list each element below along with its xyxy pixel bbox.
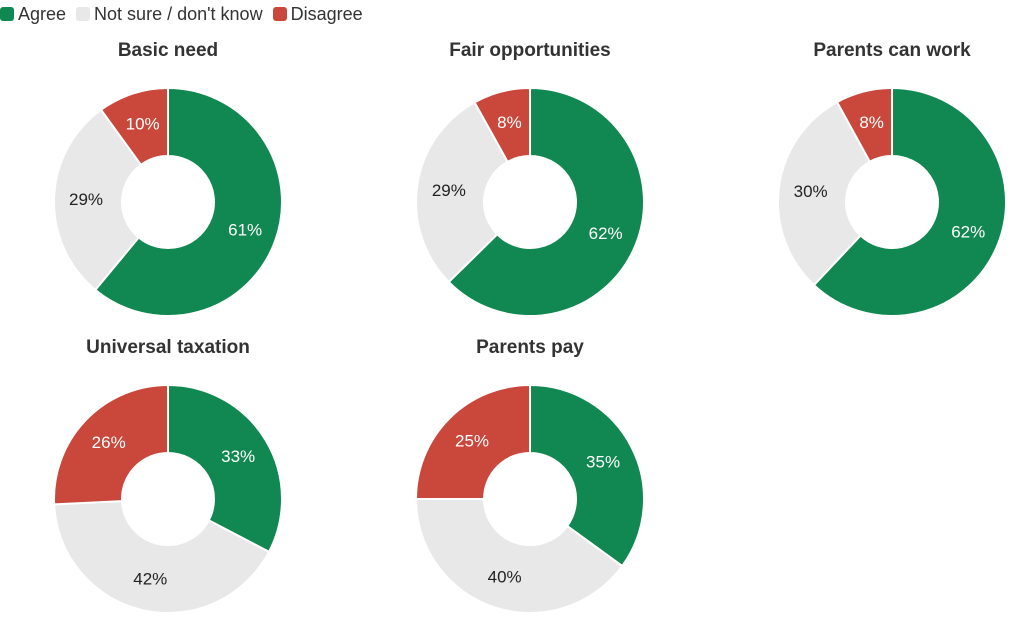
donut-slice-disagree[interactable] (53, 383, 169, 506)
donut-slice-not-sure-don-t-know[interactable] (414, 498, 624, 614)
donut-slice-not-sure-don-t-know[interactable] (53, 500, 271, 614)
slice-label-agree: 61% (228, 220, 262, 239)
legend-swatch-disagree (272, 7, 287, 21)
slice-label-disagree: 10% (126, 115, 160, 134)
donut-chart-basic-need: Basic need 61% 29% 10% (53, 40, 283, 317)
donut-slice-not-sure-don-t-know[interactable] (53, 108, 143, 292)
chart-title: Parents pay (476, 337, 584, 358)
donut-slice-agree[interactable] (167, 383, 283, 554)
donut-chart-parents-can-work: Parents can work 62% 30% 8% (777, 40, 1007, 317)
slice-label-not-sure-don-t-know: 40% (488, 567, 522, 586)
donut-slice-agree[interactable] (812, 86, 1007, 317)
legend-swatch-not-sure (76, 7, 91, 21)
slice-label-disagree: 8% (859, 113, 884, 132)
donut-slice-disagree[interactable] (835, 86, 893, 164)
donut-slice-agree[interactable] (447, 86, 645, 317)
slice-label-not-sure-don-t-know: 30% (794, 182, 828, 201)
slice-label-disagree: 8% (497, 113, 522, 132)
legend-swatch-agree (0, 7, 14, 21)
slice-label-not-sure-don-t-know: 42% (133, 570, 167, 589)
legend-item-disagree[interactable]: Disagree (272, 3, 363, 25)
donut-slice-disagree[interactable] (414, 383, 531, 500)
legend: Agree Not sure / don't know Disagree (0, 3, 373, 25)
donut-slice-not-sure-don-t-know[interactable] (415, 101, 509, 284)
donut-slice-agree[interactable] (93, 86, 283, 317)
donut-slice-not-sure-don-t-know[interactable] (777, 100, 872, 287)
legend-item-not-sure[interactable]: Not sure / don't know (76, 4, 263, 25)
chart-title: Fair opportunities (449, 40, 611, 61)
donut-chart-universal-taxation: Universal taxation 33% 42% 26% (53, 337, 283, 614)
donut-slice-agree[interactable] (529, 383, 645, 568)
slice-label-agree: 62% (951, 223, 985, 242)
donut-slice-disagree[interactable] (99, 86, 169, 167)
slice-label-agree: 62% (589, 224, 623, 243)
slice-label-agree: 35% (586, 452, 620, 471)
legend-item-agree[interactable]: Agree (0, 4, 66, 25)
legend-label-disagree: Disagree (290, 3, 363, 24)
slice-label-disagree: 25% (455, 432, 489, 451)
donut-chart-parents-pay: Parents pay 35% 40% 25% (414, 337, 645, 614)
slice-label-disagree: 26% (92, 433, 126, 452)
slice-label-not-sure-don-t-know: 29% (432, 181, 466, 200)
chart-title: Basic need (118, 40, 218, 61)
donut-chart-fair-opportunities: Fair opportunities 62% 29% 8% (415, 40, 645, 317)
legend-label-agree: Agree (18, 3, 67, 24)
chart-title: Parents can work (813, 40, 971, 61)
donut-slice-disagree[interactable] (473, 86, 531, 164)
legend-label-not-sure: Not sure / don't know (94, 3, 263, 24)
slice-label-not-sure-don-t-know: 29% (69, 190, 103, 209)
slice-label-agree: 33% (221, 447, 255, 466)
chart-title: Universal taxation (86, 337, 250, 358)
